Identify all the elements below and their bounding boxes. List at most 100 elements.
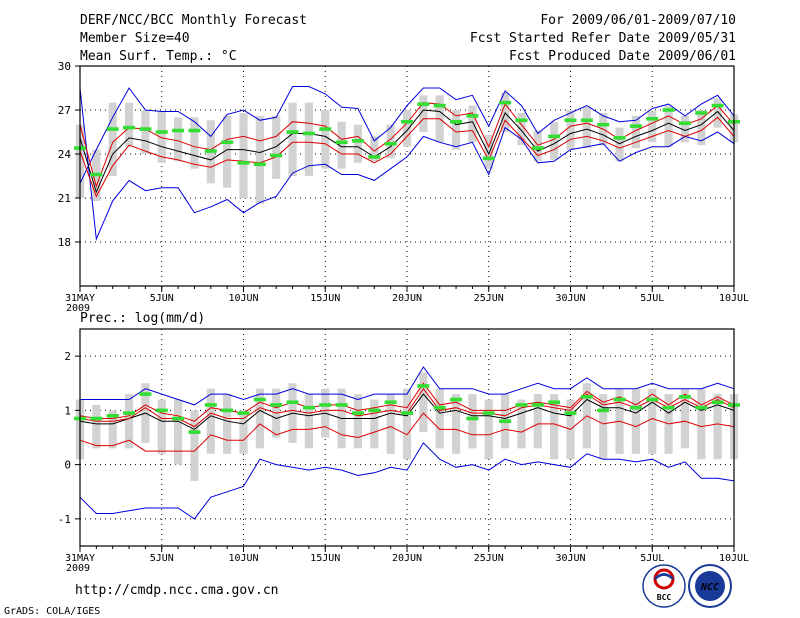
ensemble-spread-box [206,388,215,454]
ensemble-spread-box [664,105,673,147]
ensemble-spread-box [713,394,722,460]
ensemble-spread-box [190,410,199,481]
observation-marker [253,397,266,402]
observation-marker [106,127,119,131]
observation-marker [678,395,691,399]
observation-marker [237,411,250,415]
observation-marker [335,403,348,407]
observation-marker [188,430,201,434]
observation-marker [646,397,659,402]
series-line-min [79,442,735,520]
y-tick-label: 30 [58,60,71,73]
x-year-label: 2009 [66,303,90,314]
observation-marker [662,108,675,112]
observation-marker [302,405,315,410]
observation-marker [221,408,234,413]
observation-marker [711,103,724,108]
x-tick-label: 10JUL [719,553,749,564]
ensemble-spread-box [386,124,395,159]
observation-marker [384,400,397,405]
x-tick-label: 15JUN [310,553,340,564]
observation-marker [678,121,691,125]
observation-marker [482,411,495,415]
ensemble-spread-box [288,102,297,176]
observation-marker [155,408,168,413]
ensemble-spread-box [484,399,493,460]
forecast-started-date: Fcst Started Refer Date 2009/05/31 [470,31,736,46]
figure-title: DERF/NCC/BCC Monthly Forecast [80,13,307,28]
ensemble-spread-box [239,410,248,454]
observation-marker [531,146,544,150]
bcc-logo: BCC [642,564,686,608]
observation-marker [417,102,430,106]
observation-marker [351,139,364,143]
observation-marker [204,149,217,153]
observation-marker [401,119,413,124]
x-tick-label: 31MAY [65,553,95,564]
observation-marker [286,400,299,405]
observation-marker [155,130,168,134]
ensemble-spread-box [272,115,281,179]
bcc-logo-arc-icon [654,573,674,580]
x-tick-label: 10JUL [719,293,749,304]
observation-marker [221,140,234,145]
forecast-produced-date: Fcst Produced Date 2009/06/01 [509,49,736,64]
observation-marker [319,127,332,131]
ensemble-spread-box [304,102,313,176]
observation-marker [499,419,512,424]
y-tick-label: 24 [58,148,72,161]
x-tick-label: 10JUN [228,293,258,304]
x-tick-label: 5JUN [150,553,174,564]
ensemble-spread-box [223,115,232,188]
ensemble-spread-box [157,399,166,454]
observation-marker [270,403,283,407]
ensemble-spread-box [468,105,477,143]
precipitation-panel: -1 0 1 2 31MAY 5JUN 10JUN 15JUN 20JUN 25JUN 30JUN 5… [58,328,749,574]
observation-marker [499,100,512,105]
ncc-logo-globe-icon [695,571,725,601]
observation-marker [368,155,381,159]
ensemble-spread-box [239,112,248,198]
observation-marker [433,405,446,410]
ensemble-spread-box [533,130,542,162]
ensemble-spread-box [370,136,379,162]
observation-marker [302,131,315,136]
grads-credit: GrADS: COLA/IGES [4,606,100,617]
member-size-label: Member Size=40 [80,31,190,46]
observation-marker [123,125,136,130]
observation-marker [172,416,185,421]
observation-marker [482,156,495,161]
ensemble-spread-box [468,394,477,449]
ensemble-spread-box [141,110,150,154]
x-tick-label: 5JUL [640,553,664,564]
x-tick-label: 31MAY [65,293,95,304]
observation-marker [253,162,266,167]
ensemble-spread-box [582,107,591,149]
x-tick-label: 10JUN [228,553,258,564]
observation-marker [368,408,381,413]
observation-marker [90,172,103,177]
ensemble-spread-box [435,388,444,449]
series-line-max [79,87,735,242]
observation-marker [401,411,413,415]
observation-marker [450,397,463,402]
observation-marker [613,397,626,402]
observation-marker [515,118,528,123]
ensemble-spread-box [517,112,526,146]
footer-url[interactable]: http://cmdp.ncc.cma.gov.cn [75,583,279,598]
series-line-lower [79,116,735,198]
x-tick-label: 5JUN [150,293,174,304]
temp-panel-title: Mean Surf. Temp.: °C [80,49,237,64]
ensemble-spread-box [337,121,346,169]
ensemble-spread-box [697,110,706,146]
x-year-label: 2009 [66,563,90,574]
observation-marker [548,134,561,139]
observation-marker [548,400,561,405]
y-tick-label: 2 [64,350,71,363]
observation-marker [90,416,103,421]
observation-marker [286,130,299,134]
ensemble-spread-box [386,394,395,454]
y-tick-label: 0 [64,459,71,472]
ensemble-spread-box [599,394,608,460]
